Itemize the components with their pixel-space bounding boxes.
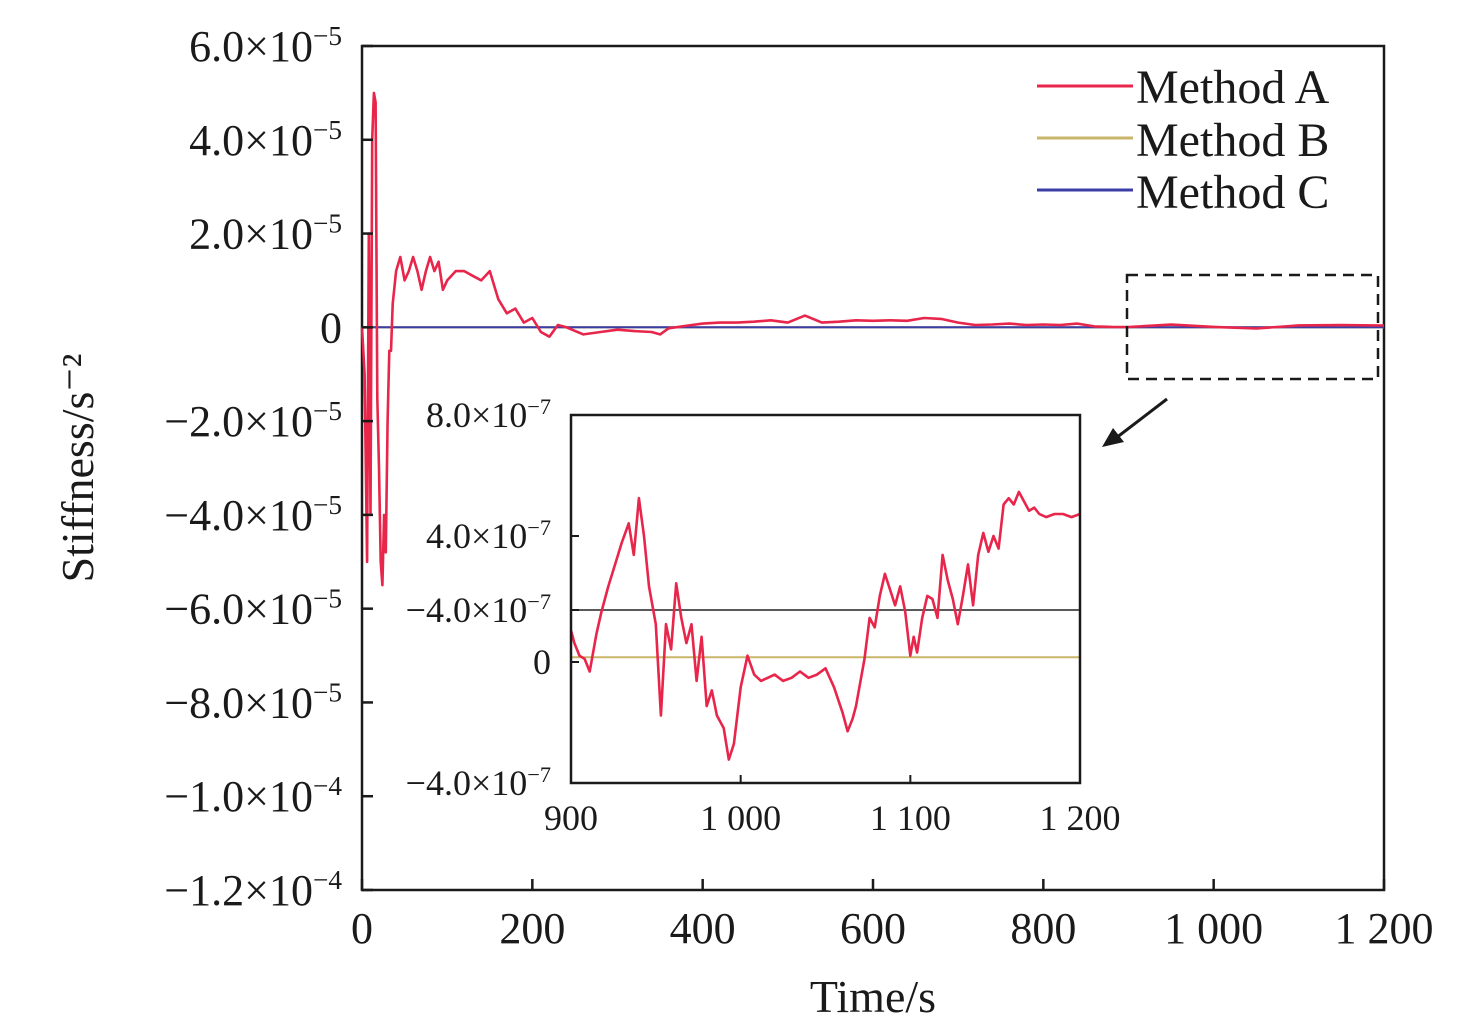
main-series-line-method-a	[360, 91, 1385, 587]
inset-series-group	[569, 490, 1081, 761]
y-axis-label: Stiffness/s⁻²	[52, 354, 103, 583]
legend-label-method-c: Method C	[1136, 166, 1329, 219]
inset-plot-frame	[569, 413, 1082, 785]
main-y-tick-label: 2.0×10−5	[189, 209, 342, 259]
main-y-tick-label-exponent: −5	[313, 584, 342, 614]
main-x-tick-label: 1 200	[1335, 904, 1434, 953]
main-y-tick-label-exponent: −5	[313, 677, 342, 707]
main-y-tick-label: −2.0×10−5	[164, 396, 342, 446]
zoom-arrow	[1102, 397, 1168, 447]
main-y-tick-label: −4.0×10−5	[164, 490, 342, 540]
zoom-region-box	[1125, 273, 1380, 381]
inset-x-axis-ticks: 900 1 000 1 100 1 200	[544, 775, 1121, 838]
main-x-tick-label: 800	[1010, 904, 1076, 953]
inset-y-tick-label-exponent: −7	[527, 515, 551, 540]
main-y-tick-label-exponent: −4	[313, 865, 342, 895]
main-y-tick-label: −8.0×10−5	[164, 677, 342, 727]
inset-x-tick-label: 1 100	[870, 798, 951, 838]
main-y-tick-label-exponent: −5	[313, 21, 342, 51]
x-axis-label: Time/s	[810, 971, 936, 1022]
inset-y-tick-label: 0	[533, 642, 551, 682]
main-y-tick-label-exponent: −5	[313, 396, 342, 426]
main-x-tick-label: 200	[499, 904, 565, 953]
main-y-tick-label-exponent: −4	[313, 771, 342, 801]
main-y-tick-label: −6.0×10−5	[164, 584, 342, 634]
main-x-tick-label: 400	[670, 904, 736, 953]
main-series-group	[360, 91, 1385, 587]
inset-y-tick-label-exponent: −7	[527, 394, 551, 419]
main-y-tick-label-exponent: −5	[313, 209, 342, 239]
inset-backdrop	[571, 415, 1080, 783]
legend-label-method-b: Method B	[1136, 114, 1329, 167]
main-y-tick-label-exponent: −5	[313, 115, 342, 145]
main-y-tick-label-exponent: −5	[313, 490, 342, 520]
main-y-axis-ticks: 6.0×10−5 4.0×10−5 2.0×10−5 0 −2.0×10−5 −4.0×1…	[164, 21, 373, 915]
inset-y-tick-label: 8.0×10−7	[426, 394, 551, 435]
main-x-tick-label: 600	[840, 904, 906, 953]
main-y-tick-label: 6.0×10−5	[189, 21, 342, 71]
legend: Method A Method B Method C	[1037, 61, 1330, 219]
inset-y-tick-label: −4.0×10−7	[406, 762, 551, 803]
main-x-tick-label: 1 000	[1164, 904, 1263, 953]
main-x-axis-ticks: 0 200 400 600 800 1 000 1 200	[351, 879, 1434, 953]
legend-label-method-a: Method A	[1136, 61, 1330, 114]
inset-y-tick-label: −4.0×10−7	[406, 589, 551, 630]
inset-y-tick-label-exponent: −7	[527, 589, 551, 614]
inset-x-tick-label: 1 000	[700, 798, 781, 838]
main-y-tick-label: −1.0×10−4	[164, 771, 342, 821]
main-x-tick-label: 0	[351, 904, 373, 953]
inset-y-tick-label: 4.0×10−7	[426, 515, 551, 556]
main-y-tick-label: 0	[320, 303, 342, 352]
main-y-tick-label: −1.2×10−4	[164, 865, 342, 915]
inset-x-tick-label: 900	[544, 798, 598, 838]
inset-y-tick-label-exponent: −7	[527, 762, 551, 787]
inset-series-line-method-a	[569, 490, 1081, 761]
main-y-tick-label: 4.0×10−5	[189, 115, 342, 165]
inset-x-tick-label: 1 200	[1040, 798, 1121, 838]
inset-y-axis-ticks: 8.0×10−7 4.0×10−7 −4.0×10−7 0 −4.0×10−7	[406, 394, 579, 803]
